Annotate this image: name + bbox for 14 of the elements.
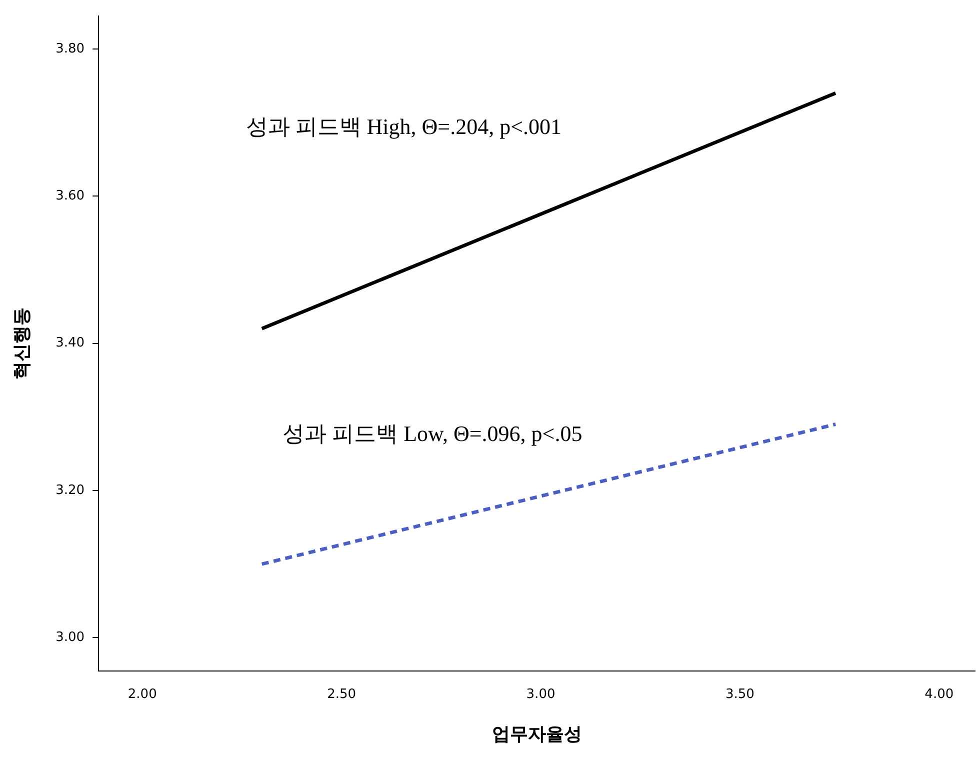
x-tick-label: 3.50 bbox=[725, 686, 754, 702]
x-tick-label: 2.00 bbox=[128, 686, 157, 702]
y-tick-label: 3.40 bbox=[56, 336, 85, 351]
y-tick-label: 3.80 bbox=[56, 41, 85, 56]
x-axis-title: 업무자율성 bbox=[492, 724, 582, 745]
annotation: 성과 피드백 Low, Θ=.096, p<.05 bbox=[282, 420, 582, 446]
y-tick-label: 3.20 bbox=[56, 482, 85, 498]
annotation: 성과 피드백 High, Θ=.204, p<.001 bbox=[246, 114, 562, 140]
x-tick-label: 3.00 bbox=[526, 686, 556, 702]
y-tick-label: 3.00 bbox=[56, 630, 85, 646]
x-tick-label: 2.50 bbox=[327, 686, 356, 702]
x-tick-label: 4.00 bbox=[924, 686, 954, 702]
y-tick-label: 3.60 bbox=[56, 188, 85, 204]
y-axis-title: 혁신행동 bbox=[11, 307, 32, 380]
